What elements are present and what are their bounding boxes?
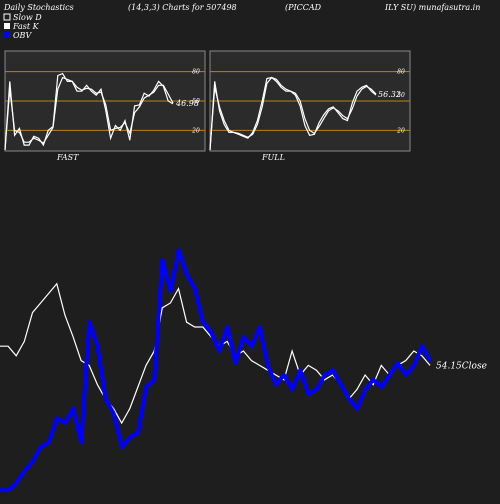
fast-tick-label-80: 80 bbox=[192, 69, 200, 76]
fast-stochastic-panel: 80 50 20 46.98 FAST bbox=[4, 50, 206, 162]
full-panel-title: FULL bbox=[261, 153, 285, 162]
legend: Slow D Fast K OBV bbox=[3, 13, 42, 40]
legend-swatch-fast-k bbox=[4, 23, 10, 29]
legend-label-obv: OBV bbox=[13, 31, 32, 40]
legend-label-fast-k: Fast K bbox=[12, 22, 40, 31]
header-title: Daily Stochastics bbox=[3, 3, 74, 12]
header-params: (14,3,3) Charts for 507498 bbox=[128, 3, 237, 12]
fast-panel-title: FAST bbox=[56, 153, 79, 162]
close-last-value-suffix: Close bbox=[462, 361, 487, 371]
legend-label-slow-d: Slow D bbox=[13, 13, 42, 22]
legend-swatch-obv bbox=[4, 32, 10, 38]
fast-tick-label-50: 50 bbox=[192, 98, 200, 105]
obv-line bbox=[0, 248, 432, 493]
header-company-part2: ILY SU) munafasutra.in bbox=[384, 3, 480, 12]
full-last-value-label: 56.32 bbox=[378, 90, 401, 99]
full-series-1-line bbox=[209, 76, 377, 151]
close-last-value: 54.15 bbox=[436, 361, 462, 371]
full-tick-label-20: 20 bbox=[396, 127, 405, 134]
fast-series-1-line bbox=[4, 72, 174, 151]
full-tick-label-80: 80 bbox=[397, 69, 405, 76]
fast-last-value-label: 46.98 bbox=[175, 99, 199, 108]
fast-tick-label-20: 20 bbox=[191, 127, 200, 134]
price-obv-panel: 54.15Close bbox=[0, 248, 487, 493]
legend-swatch-slow-d bbox=[3, 13, 11, 21]
header-company-part1: (PICCAD bbox=[285, 3, 322, 12]
full-secondary-label: 50 bbox=[397, 92, 405, 99]
close-last-value-label: 54.15Close bbox=[436, 361, 487, 371]
full-stochastic-panel: 80 20 56.32 50 FULL bbox=[209, 50, 411, 162]
